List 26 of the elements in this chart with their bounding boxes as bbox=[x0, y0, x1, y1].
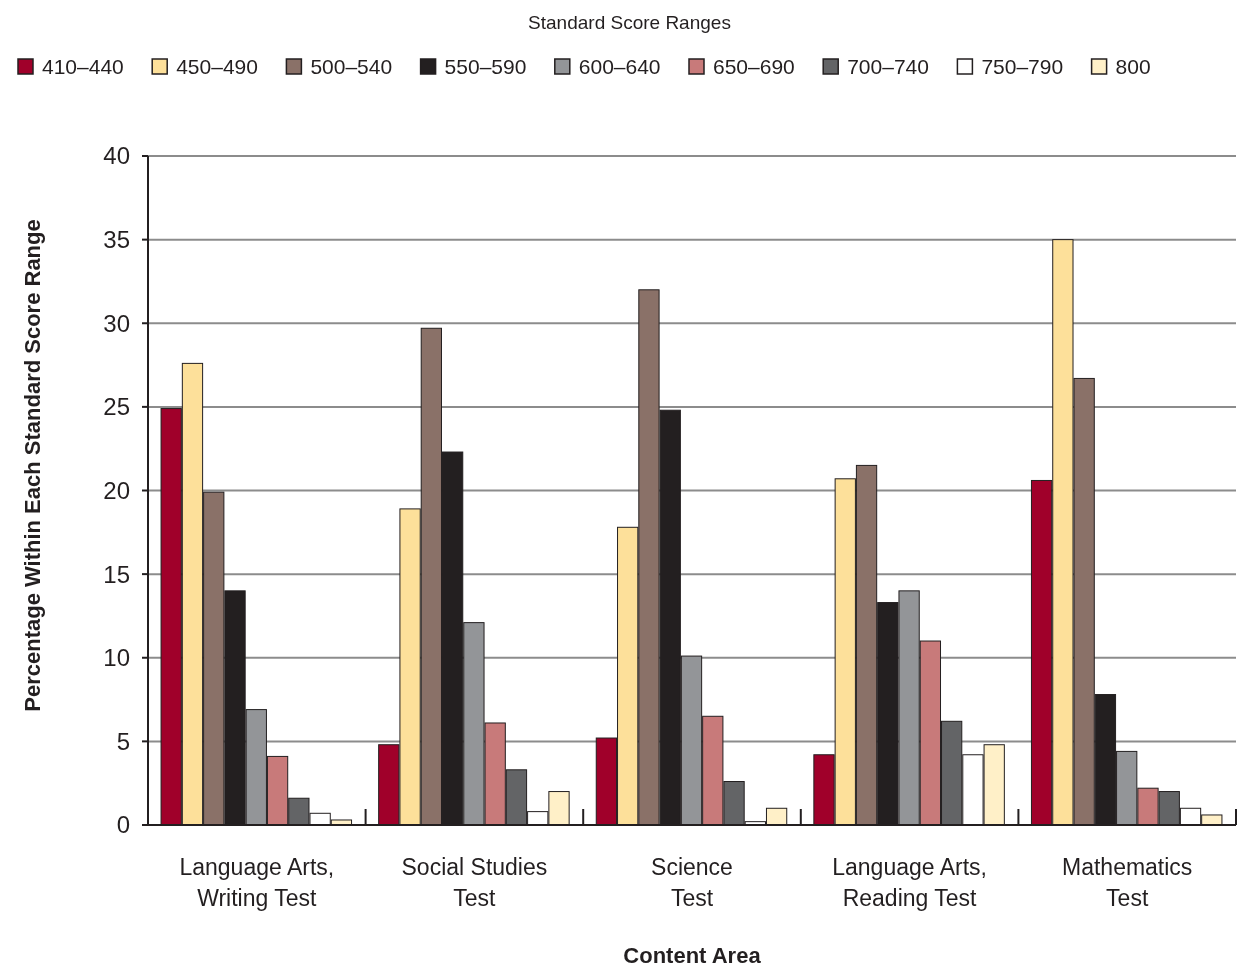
y-tick-label: 40 bbox=[103, 142, 130, 170]
x-tick-label: Language Arts, Reading Test bbox=[832, 854, 987, 911]
x-tick-label: Science Test bbox=[651, 854, 733, 911]
y-tick-label: 35 bbox=[103, 226, 130, 254]
legend-label: 500–540 bbox=[310, 55, 393, 78]
legend-label: 410–440 bbox=[42, 55, 124, 78]
legend-label: 450–490 bbox=[176, 55, 258, 78]
legend-label: 550–590 bbox=[444, 55, 527, 78]
legend-label: 600–640 bbox=[578, 55, 661, 78]
legend-label: 700–740 bbox=[847, 55, 929, 78]
legend-title: Standard Score Ranges bbox=[528, 12, 731, 33]
legend-label: 800 bbox=[1115, 55, 1151, 78]
y-tick-label: 5 bbox=[116, 727, 130, 755]
legend-label: 750–790 bbox=[981, 55, 1064, 78]
y-tick-label: 30 bbox=[103, 309, 130, 337]
x-tick-label: Language Arts, Writing Test bbox=[179, 854, 335, 911]
x-tick-label: Mathematics Test bbox=[1062, 854, 1193, 911]
y-tick-label: 20 bbox=[103, 476, 130, 504]
y-tick-label: 10 bbox=[103, 644, 130, 672]
y-tick-label: 0 bbox=[116, 811, 130, 839]
y-axis-title: Percentage Within Each Standard Score Range bbox=[20, 219, 45, 712]
x-tick-label: Social Studies Test bbox=[401, 854, 548, 911]
y-tick-label: 15 bbox=[103, 560, 130, 588]
x-axis-title: Content Area bbox=[623, 943, 762, 968]
y-tick-label: 25 bbox=[103, 393, 130, 421]
legend-label: 650–690 bbox=[713, 55, 795, 78]
